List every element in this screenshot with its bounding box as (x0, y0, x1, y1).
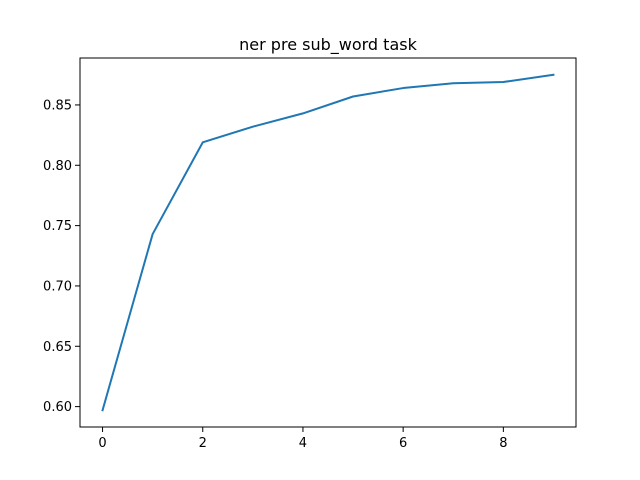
series-line-0 (101, 73, 555, 412)
x-tick-label: 4 (299, 436, 307, 451)
y-tick-label: 0.85 (43, 98, 72, 113)
x-tick-label: 2 (199, 436, 207, 451)
y-axis-ticks: 0.60 0.65 0.70 0.75 0.80 0.85 (43, 98, 80, 415)
x-tick-label: 6 (399, 436, 407, 451)
x-tick-label: 0 (98, 436, 106, 451)
x-axis-ticks: 0 2 4 6 8 (98, 427, 507, 451)
y-tick-label: 0.70 (43, 279, 72, 294)
y-tick-label: 0.80 (43, 159, 72, 174)
x-tick-label: 8 (499, 436, 507, 451)
y-tick-label: 0.60 (43, 400, 72, 415)
y-tick-label: 0.75 (43, 219, 72, 234)
plot-frame (79, 57, 577, 428)
chart-title: ner pre sub_word task (239, 35, 417, 55)
y-tick-label: 0.65 (43, 340, 72, 355)
series-layer (101, 73, 555, 412)
